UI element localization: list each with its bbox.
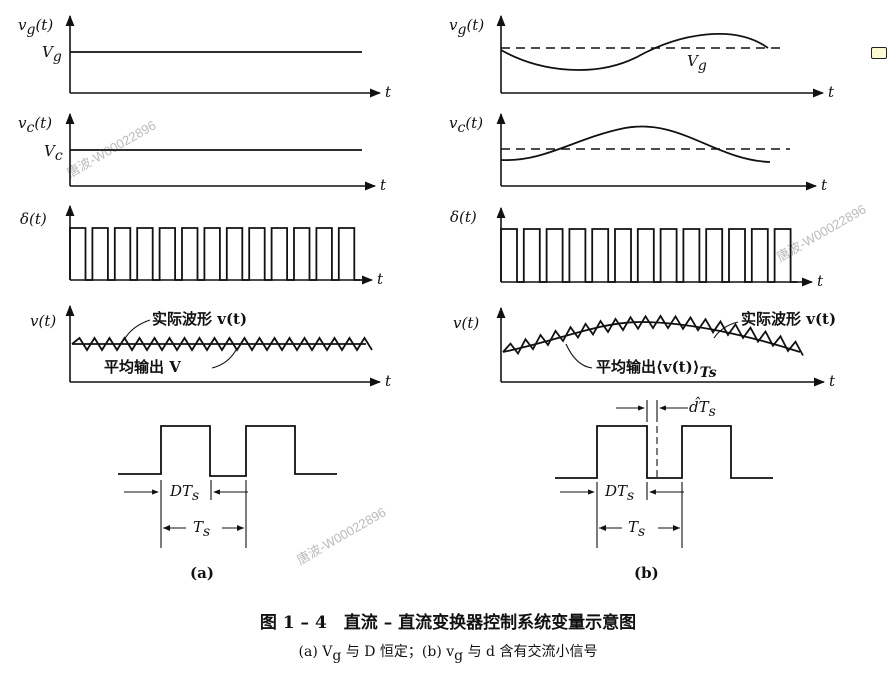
leader-line bbox=[565, 343, 593, 369]
watermark: 唐波-W00022896 bbox=[294, 504, 388, 567]
panel-tag-a: (a) bbox=[190, 564, 214, 582]
caption-subtitle: (a) Vg 与 D 恒定；(b) vg 与 d 含有交流小信号 bbox=[299, 643, 598, 664]
axis-label-v: v(t) bbox=[30, 312, 56, 330]
axis-label-t: t bbox=[380, 176, 387, 194]
axis-label-t: t bbox=[385, 83, 392, 101]
axis-label-t: t bbox=[377, 270, 384, 288]
plot-a-vg: vg(t) Vg t bbox=[18, 14, 392, 101]
annotation-average-output: 平均输出 V bbox=[104, 358, 181, 376]
average-output-curve bbox=[502, 321, 801, 353]
axis-label-t: t bbox=[821, 176, 828, 194]
level-label-vg: Vg bbox=[42, 43, 62, 65]
axis-label-vc: vc(t) bbox=[18, 114, 52, 136]
panel-tag-b: (b) bbox=[634, 564, 659, 582]
panel-b: vg(t) Vg t vc(t) t δ(t) t bbox=[449, 14, 836, 582]
axis-label-t: t bbox=[817, 272, 824, 290]
watermark: 唐波-W00022896 bbox=[64, 117, 158, 180]
timing-detail-a: DTs Ts (a) bbox=[118, 425, 337, 582]
axis-label-v: v(t) bbox=[453, 314, 479, 332]
axis-label-vc: vc(t) bbox=[449, 114, 483, 136]
axis-label-t: t bbox=[829, 372, 836, 390]
annotation-average-output: 平均输出⟨v(t)⟩Ts bbox=[596, 358, 717, 381]
plot-a-delta: δ(t) t bbox=[20, 204, 384, 288]
plot-a-v: v(t) 实际波形 v(t) 平均输出 V t bbox=[30, 304, 392, 390]
caption-title: 图 1 – 4 直流 – 直流变换器控制系统变量示意图 bbox=[260, 612, 636, 633]
watermark: 唐波-W00022896 bbox=[774, 201, 868, 264]
pulse-train bbox=[555, 425, 773, 479]
label-duty-time: DTs bbox=[604, 482, 634, 504]
vg-varying-curve bbox=[500, 33, 769, 71]
pulse-train bbox=[118, 425, 337, 477]
level-label-vc: Vc bbox=[44, 142, 63, 164]
axis-label-delta: δ(t) bbox=[450, 208, 477, 226]
annotation-actual-waveform: 实际波形 v(t) bbox=[741, 310, 836, 328]
panel-a: vg(t) Vg t vc(t) Vc t δ(t) t bbox=[18, 14, 392, 582]
axis-label-vg: vg(t) bbox=[18, 16, 53, 38]
plot-a-vc: vc(t) Vc t bbox=[18, 112, 387, 194]
axis-label-vg: vg(t) bbox=[449, 16, 484, 38]
label-duty-time: DTs bbox=[169, 482, 199, 504]
pwm-switching-waveform bbox=[69, 227, 362, 281]
plot-b-vc: vc(t) t bbox=[449, 112, 828, 194]
plot-b-delta: δ(t) t bbox=[450, 206, 824, 290]
label-dhat-time: d̂Ts bbox=[689, 397, 716, 420]
timing-detail-b: d̂Ts DTs Ts (b) bbox=[555, 397, 773, 582]
actual-ripple-waveform bbox=[71, 336, 373, 352]
label-period: Ts bbox=[193, 518, 210, 540]
axis-label-t: t bbox=[828, 83, 835, 101]
axis-label-t: t bbox=[385, 372, 392, 390]
plot-b-v: v(t) 实际波形 v(t) 平均输出⟨v(t)⟩Ts t bbox=[453, 306, 836, 390]
pwm-switching-waveform bbox=[500, 228, 798, 283]
level-label-vg: Vg bbox=[687, 52, 707, 74]
axis-label-delta: δ(t) bbox=[20, 210, 47, 228]
vc-varying-curve bbox=[500, 125, 771, 163]
leader-line bbox=[123, 319, 151, 341]
figure-caption: 图 1 – 4 直流 – 直流变换器控制系统变量示意图 (a) Vg 与 D 恒… bbox=[260, 612, 636, 664]
comment-note-icon[interactable] bbox=[871, 47, 887, 59]
label-period: Ts bbox=[628, 518, 645, 540]
leader-line bbox=[713, 321, 739, 339]
actual-ripple-waveform bbox=[502, 314, 804, 356]
leader-line bbox=[211, 349, 237, 369]
plot-b-vg: vg(t) Vg t bbox=[449, 14, 835, 101]
annotation-actual-waveform: 实际波形 v(t) bbox=[152, 310, 247, 328]
